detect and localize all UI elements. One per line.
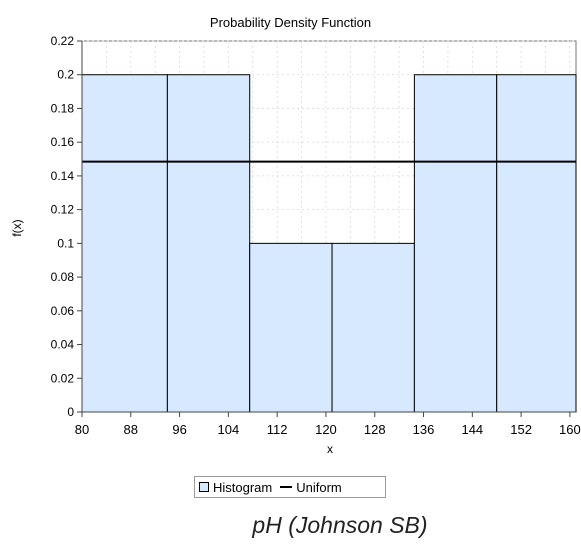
histogram-bars	[81, 74, 577, 413]
x-tick-label: 152	[510, 422, 532, 437]
x-tick-label: 160	[559, 422, 581, 437]
histogram-legend-label: Histogram	[213, 479, 273, 495]
y-tick-label: 0.02	[51, 371, 75, 385]
y-tick-label: 0.18	[51, 101, 75, 115]
uniform-swatch	[280, 486, 293, 488]
histogram-bar	[166, 74, 251, 413]
x-tick-label: 128	[364, 422, 386, 437]
histogram-bar	[496, 74, 577, 413]
y-tick-label: 0.14	[51, 169, 75, 183]
histogram-bar	[413, 74, 498, 413]
x-tick-label: 120	[315, 422, 337, 437]
y-axis-label: f(x)	[10, 219, 24, 237]
x-tick-label: 144	[461, 422, 483, 437]
y-tick-label: 0.1	[57, 236, 74, 250]
x-tick-label: 80	[75, 422, 89, 437]
y-tick-label: 0.22	[51, 34, 75, 48]
histogram-bar	[331, 242, 415, 413]
y-tick-label: 0.04	[51, 338, 75, 352]
caption: pH (Johnson SB)	[252, 512, 428, 538]
uniform-legend-label: Uniform	[296, 479, 342, 495]
legend: Histogram Uniform	[194, 476, 386, 498]
histogram-bar	[81, 74, 168, 413]
y-tick-label: 0.2	[57, 68, 74, 82]
y-tick-label: 0.12	[51, 203, 75, 217]
y-tick-label: 0	[67, 405, 74, 419]
x-tick-label: 88	[124, 422, 138, 437]
y-tick-label: 0.08	[51, 270, 75, 284]
histogram-bar	[249, 242, 333, 413]
y-tick-label: 0.16	[51, 135, 75, 149]
histogram-swatch	[199, 482, 209, 492]
axis-layer	[81, 41, 576, 413]
x-tick-label: 136	[413, 422, 435, 437]
x-tick-label: 96	[172, 422, 186, 437]
tick-layer: 0 0.02 0.04 0.06 0.08 0.1 0.12 0.14 0.16 0.18 0.2 0…	[51, 34, 581, 437]
x-tick-label: 112	[267, 422, 288, 437]
x-tick-label: 104	[218, 422, 240, 437]
x-axis-label: x	[327, 442, 333, 456]
y-tick-label: 0.06	[51, 304, 75, 318]
chart-title: Probability Density Function	[209, 15, 372, 30]
